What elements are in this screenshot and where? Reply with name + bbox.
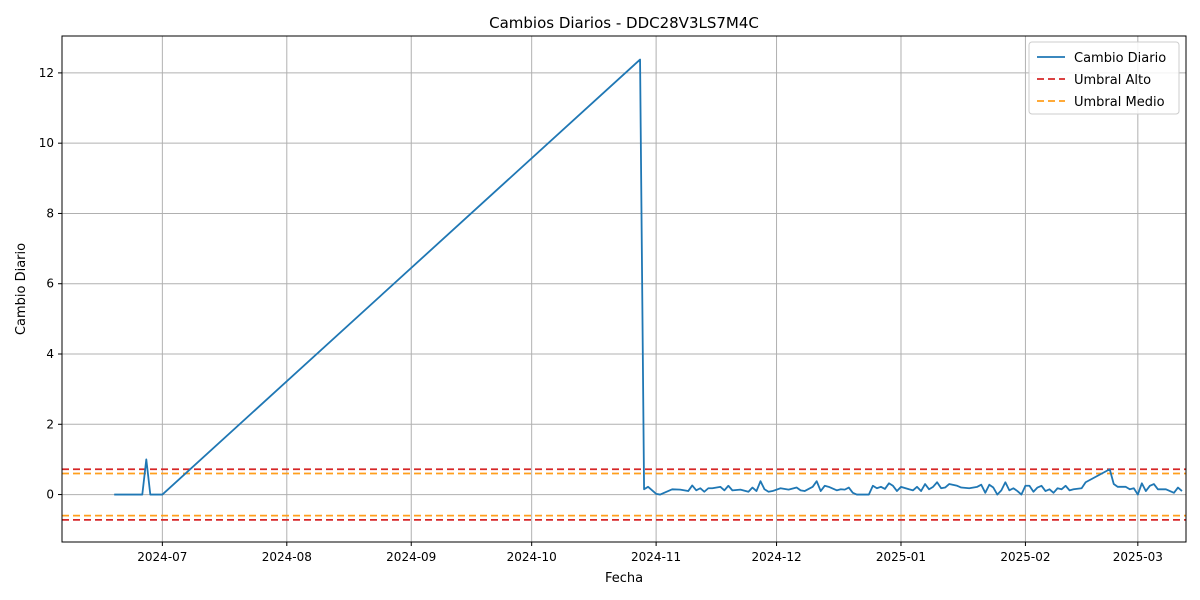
y-axis: 0 2 4 6 8 10 12 — [39, 66, 62, 502]
x-tick-label: 2025-03 — [1113, 550, 1163, 564]
x-tick-label: 2024-08 — [262, 550, 312, 564]
x-axis-label: Fecha — [605, 571, 643, 586]
series-line-cambio-diario — [114, 58, 1183, 496]
legend-label: Umbral Medio — [1074, 95, 1165, 110]
legend-label: Umbral Alto — [1074, 73, 1151, 88]
x-axis: 2024-07 2024-08 2024-09 2024-10 2024-11 2024-… — [137, 542, 1163, 564]
y-tick-label: 0 — [46, 488, 54, 502]
x-tick-label: 2024-09 — [386, 550, 436, 564]
series-group — [114, 58, 1183, 496]
x-tick-label: 2025-02 — [1000, 550, 1050, 564]
legend-box — [1028, 41, 1180, 115]
y-tick-label: 12 — [39, 66, 54, 80]
chart-title: Cambios Diarios - DDC28V3LS7M4C — [489, 14, 759, 32]
x-tick-label: 2024-07 — [137, 550, 187, 564]
grid — [62, 36, 1186, 542]
y-tick-label: 8 — [46, 206, 54, 220]
x-tick-label: 2025-01 — [876, 550, 926, 564]
plot-frame — [61, 35, 1187, 543]
y-tick-label: 2 — [46, 417, 54, 431]
legend-label: Cambio Diario — [1074, 51, 1166, 66]
threshold-lines — [62, 468, 1186, 521]
y-tick-label: 6 — [46, 277, 54, 291]
legend: Cambio Diario Umbral Alto Umbral Medio — [1028, 41, 1180, 115]
x-tick-label: 2024-12 — [751, 550, 801, 564]
y-tick-label: 4 — [46, 347, 54, 361]
y-axis-label: Cambio Diario — [14, 243, 29, 335]
x-tick-label: 2024-11 — [631, 550, 681, 564]
y-tick-label: 10 — [39, 136, 54, 150]
x-tick-label: 2024-10 — [507, 550, 557, 564]
